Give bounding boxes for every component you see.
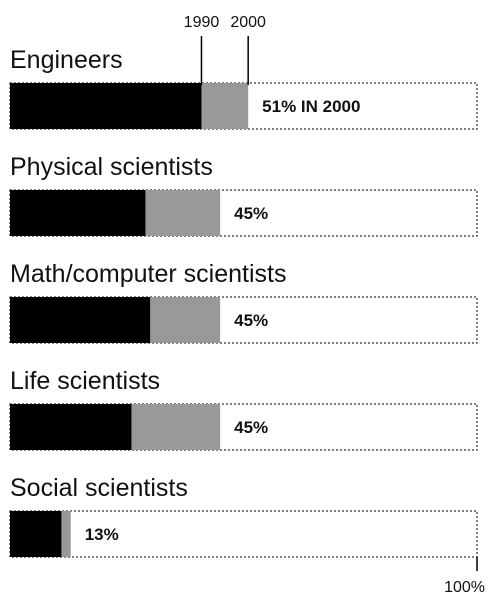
bar-track [9, 403, 478, 451]
bar-track [9, 189, 478, 237]
category-label: Engineers [10, 46, 123, 74]
category-label: Life scientists [10, 367, 160, 395]
bar-1990 [10, 297, 151, 343]
scale-label: 100% [444, 579, 485, 596]
value-label: 13% [85, 525, 119, 544]
bar-1990 [10, 404, 132, 450]
value-label: 51% IN 2000 [262, 97, 360, 116]
value-label: 45% [234, 204, 268, 223]
marker-label-1990: 1990 [184, 14, 220, 31]
bar-track [9, 296, 478, 344]
category-label: Math/computer scientists [10, 260, 287, 288]
bar-1990 [10, 83, 202, 129]
bar-1990 [10, 511, 62, 557]
bar-track [9, 510, 478, 558]
value-label: 45% [234, 418, 268, 437]
marker-label-2000: 2000 [230, 14, 266, 31]
value-label: 45% [234, 311, 268, 330]
category-label: Physical scientists [10, 153, 213, 181]
category-label: Social scientists [10, 474, 188, 502]
bar-1990 [10, 190, 146, 236]
